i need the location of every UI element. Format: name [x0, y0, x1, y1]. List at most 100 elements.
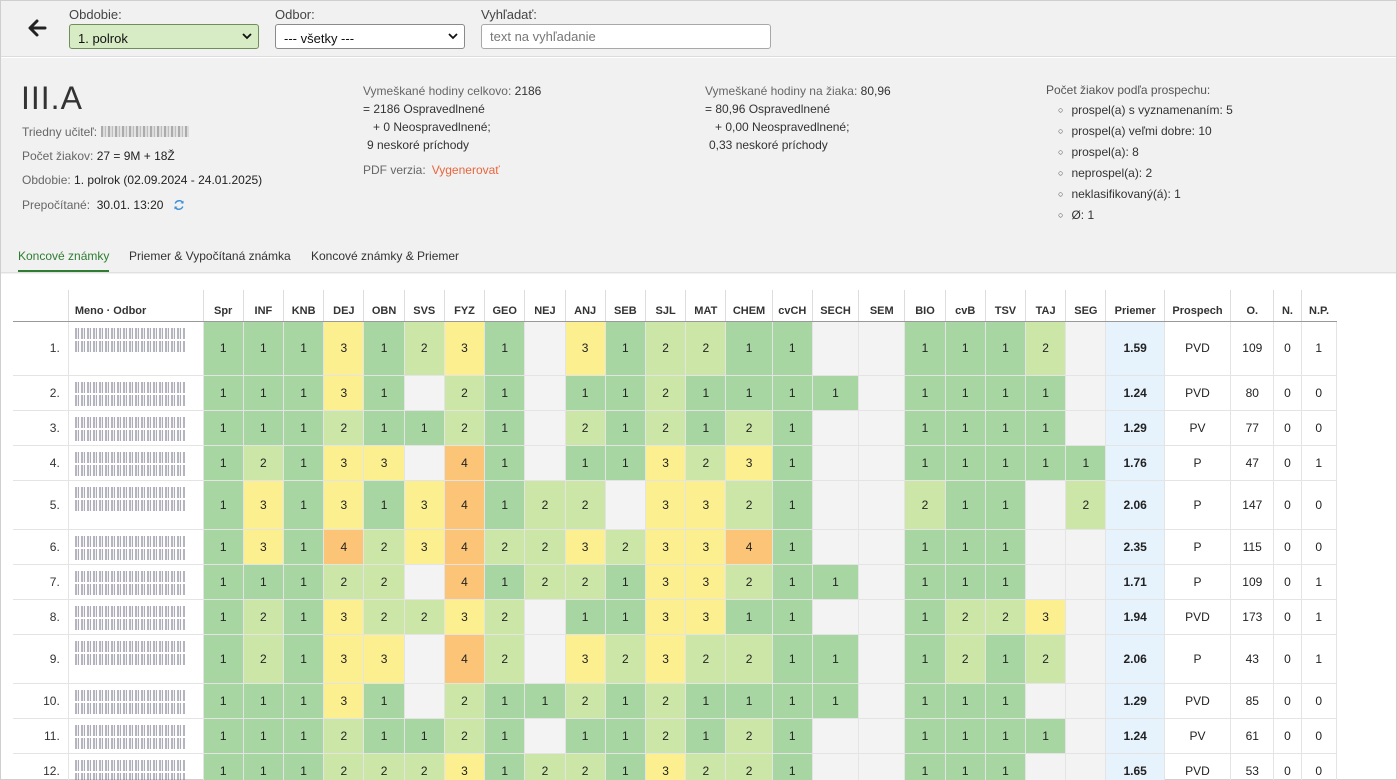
table-row[interactable]: 5. 1 3 1 3 1 3 4 1 2 2 3 3 2 1 2 1 1 2 2.06 P 147 0 0	[13, 479, 1338, 530]
grade-cell-dej: 3	[323, 444, 365, 481]
grade-cell-fyz: 3	[443, 752, 486, 780]
table-row[interactable]: 3. 1 1 1 2 1 1 2 1 2 1 2 1 2 1 1 1 1 1 1.29 PV 77 0 0	[13, 409, 1338, 446]
back-arrow-icon[interactable]	[25, 16, 49, 40]
grade-cell-sem	[858, 633, 906, 684]
absence-o-cell: 109	[1230, 320, 1275, 376]
absence-np-cell: 0	[1300, 409, 1338, 446]
grade-cell-seg	[1065, 598, 1107, 635]
grade-cell-cvch: 1	[771, 633, 813, 684]
column-header-dej[interactable]: DEJ	[323, 290, 364, 322]
grade-cell-chem: 2	[725, 633, 773, 684]
grade-cell-inf: 2	[242, 598, 285, 635]
column-header-cvb[interactable]: cvB	[944, 290, 986, 322]
column-header-geo[interactable]: GEO	[484, 290, 525, 322]
grade-cell-nej	[524, 320, 566, 376]
column-header-anj[interactable]: ANJ	[564, 290, 606, 322]
column-header-absence-np[interactable]: N.P.	[1300, 290, 1337, 322]
column-header-mat[interactable]: MAT	[685, 290, 726, 322]
column-header-sjl[interactable]: SJL	[644, 290, 686, 322]
grade-cell-nej	[524, 409, 566, 446]
grade-cell-nej	[524, 717, 566, 754]
column-header-absence-n[interactable]: N.	[1273, 290, 1302, 322]
student-name-redacted	[67, 563, 204, 600]
column-header-taj[interactable]: TAJ	[1025, 290, 1066, 322]
table-row[interactable]: 7. 1 1 1 2 2 4 1 2 2 1 3 3 2 1 1 1 1 1 1.71 P 109 0 1	[13, 563, 1338, 600]
grade-cell-bio: 1	[904, 717, 946, 754]
table-row[interactable]: 8. 1 2 1 3 2 2 3 2 1 1 3 3 1 1 1 2 2 3 1.94 PVD 173 0 1	[13, 598, 1338, 635]
table-row[interactable]: 10. 1 1 1 3 1 2 1 1 2 1 2 1 1 1 1 1 1 1 1.29 PVD 85 0 0	[13, 682, 1338, 719]
tab-final-grades[interactable]: Koncové známky	[18, 249, 110, 272]
column-header-sech[interactable]: SECH	[811, 290, 859, 322]
refresh-icon[interactable]	[173, 199, 185, 211]
table-row[interactable]: 6. 1 3 1 4 2 3 4 2 2 3 2 3 3 4 1 1 1 1 2.35 P 115 0 0	[13, 528, 1338, 565]
grade-cell-sjl: 3	[644, 752, 687, 780]
grade-cell-bio: 1	[904, 682, 946, 719]
column-header-average[interactable]: Priemer	[1105, 290, 1165, 322]
student-name-redacted	[67, 374, 204, 411]
grade-cell-taj	[1025, 563, 1067, 600]
grade-cell-inf: 3	[242, 479, 285, 530]
grade-cell-cvch: 1	[771, 598, 813, 635]
grade-cell-seb	[604, 479, 646, 530]
grade-cell-tsv: 1	[984, 563, 1027, 600]
grade-cell-chem: 2	[725, 563, 773, 600]
grade-cell-sech	[811, 479, 860, 530]
grade-cell-dej: 4	[323, 528, 365, 565]
average-cell: 1.94	[1105, 598, 1165, 635]
generate-pdf-link[interactable]: Vygenerovať	[431, 163, 500, 177]
table-row[interactable]: 1. 1 1 1 3 1 2 3 1 3 1 2 2 1 1 1 1 1 2 1.59 PVD 109 0 1	[13, 320, 1338, 376]
column-header-spr[interactable]: Spr	[202, 290, 244, 322]
table-row[interactable]: 12. 1 1 1 2 2 2 3 1 2 2 1 3 2 2 1 1 1 1 1.65 PVD 53 0 0	[13, 752, 1338, 780]
grade-cell-inf: 1	[242, 409, 285, 446]
dept-select[interactable]: --- všetky ---	[275, 24, 465, 49]
grade-cell-spr: 1	[202, 752, 244, 780]
column-header-knb[interactable]: KNB	[282, 290, 324, 322]
column-header-seg[interactable]: SEG	[1065, 290, 1106, 322]
table-row[interactable]: 4. 1 2 1 3 3 4 1 1 1 3 2 3 1 1 1 1 1 1 1.76 P 47 0 1	[13, 444, 1338, 481]
tab-average-calculated[interactable]: Priemer & Vypočítaná známka	[129, 249, 291, 263]
average-cell: 1.29	[1105, 409, 1165, 446]
tab-final-and-average[interactable]: Koncové známky & Priemer	[311, 249, 460, 263]
grade-cell-dej: 2	[323, 717, 365, 754]
grade-cell-fyz: 2	[443, 374, 486, 411]
absence-o-cell: 43	[1230, 633, 1275, 684]
table-row[interactable]: 11. 1 1 1 2 1 1 2 1 1 1 2 1 2 1 1 1 1 1 1.24 PV 61 0 0	[13, 717, 1338, 754]
table-row[interactable]: 9. 1 2 1 3 3 4 2 3 2 3 2 2 1 1 1 2 1 2 2.06 P 43 0 1	[13, 633, 1338, 684]
column-header-chem[interactable]: CHEM	[725, 290, 773, 322]
column-header-bio[interactable]: BIO	[904, 290, 946, 322]
grade-cell-spr: 1	[202, 479, 244, 530]
average-cell: 1.65	[1105, 752, 1165, 780]
column-header-sem[interactable]: SEM	[858, 290, 905, 322]
grade-cell-seb: 1	[604, 598, 646, 635]
column-header-nej[interactable]: NEJ	[524, 290, 566, 322]
grade-cell-inf: 1	[242, 682, 285, 719]
column-header-tsv[interactable]: TSV	[984, 290, 1026, 322]
column-header-result[interactable]: Prospech	[1163, 290, 1231, 322]
redacted-name-blur	[74, 451, 185, 476]
column-header-absence-o[interactable]: O.	[1230, 290, 1274, 322]
grade-cell-geo: 1	[484, 752, 526, 780]
column-header-obn[interactable]: OBN	[363, 290, 405, 322]
column-header-fyz[interactable]: FYZ	[443, 290, 485, 322]
result-cell: PV	[1163, 409, 1232, 446]
grade-cell-seg	[1065, 374, 1107, 411]
absence-n-cell: 0	[1273, 479, 1302, 530]
grade-cell-chem: 1	[725, 598, 773, 635]
column-header-inf[interactable]: INF	[242, 290, 284, 322]
period-select[interactable]: 1. polrok	[69, 24, 259, 49]
grade-cell-seb: 1	[604, 320, 646, 376]
column-header-svs[interactable]: SVS	[403, 290, 445, 322]
grade-cell-taj: 1	[1025, 444, 1067, 481]
column-header-seb[interactable]: SEB	[604, 290, 646, 322]
students-row: Počet žiakov: 27 = 9M + 18Ž	[22, 149, 175, 163]
absence-total-unexcused: + 0 Neospravedlnené;	[373, 120, 491, 134]
column-header-cvch[interactable]: cvCH	[771, 290, 813, 322]
grade-cell-sech	[811, 717, 860, 754]
search-input[interactable]	[481, 24, 771, 49]
grade-cell-tsv: 1	[984, 320, 1027, 376]
absence-n-cell: 0	[1273, 444, 1302, 481]
column-header-name[interactable]: Meno · Odbor	[67, 290, 204, 322]
average-cell: 2.06	[1105, 479, 1165, 530]
table-row[interactable]: 2. 1 1 1 3 1 2 1 1 1 2 1 1 1 1 1 1 1 1 1.24 PVD 80 0 0	[13, 374, 1338, 411]
redacted-name-blur	[74, 416, 185, 441]
